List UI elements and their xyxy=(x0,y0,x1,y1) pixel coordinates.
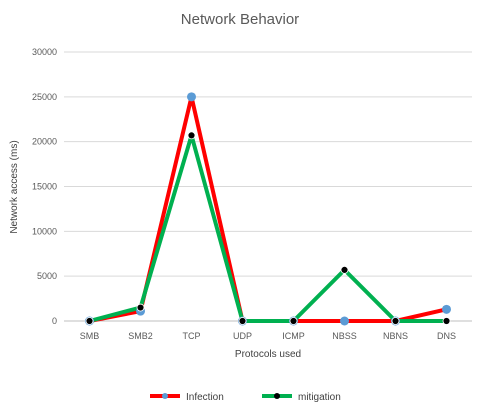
data-point-mitigation xyxy=(85,317,94,325)
x-tick-label: TCP xyxy=(183,331,201,341)
y-tick-label: 20000 xyxy=(32,137,57,147)
series-line-infection xyxy=(87,94,449,323)
data-point-infection xyxy=(442,304,451,314)
data-point-mitigation xyxy=(136,303,145,312)
series-layer xyxy=(85,92,451,326)
legend-marker-infection xyxy=(162,393,168,399)
data-point-mitigation xyxy=(238,317,247,325)
chart-title: Network Behavior xyxy=(181,11,299,28)
y-axis-title: Network access (ms) xyxy=(9,140,20,233)
y-tick-label: 0 xyxy=(52,316,57,326)
legend-marker-mitigation xyxy=(274,393,280,399)
x-axis-title: Protocols used xyxy=(235,349,301,360)
data-point-mitigation xyxy=(442,317,451,325)
x-tick-label: UDP xyxy=(233,331,252,341)
y-tick-label: 15000 xyxy=(32,182,57,192)
grid-layer xyxy=(64,51,472,322)
data-point-mitigation xyxy=(187,131,196,140)
x-tick-label: SMB2 xyxy=(128,331,153,341)
legend: Infection mitigation xyxy=(150,392,341,403)
x-tick-label: NBNS xyxy=(383,331,408,341)
x-tick-label: ICMP xyxy=(282,331,305,341)
y-tick-label: 5000 xyxy=(37,271,57,281)
data-point-mitigation xyxy=(340,265,349,274)
legend-label-infection: Infection xyxy=(186,392,224,403)
y-tick-label: 30000 xyxy=(32,47,57,57)
data-point-infection xyxy=(340,316,349,326)
data-point-mitigation xyxy=(391,317,400,325)
y-tick-label: 10000 xyxy=(32,226,57,236)
x-tick-label: NBSS xyxy=(332,331,357,341)
legend-label-mitigation: mitigation xyxy=(298,392,341,403)
y-tick-labels: 0 5000 10000 15000 20000 25000 30000 xyxy=(32,47,57,326)
x-tick-labels: SMB SMB2 TCP UDP ICMP NBSS NBNS DNS xyxy=(80,331,456,341)
series-line-mitigation xyxy=(87,133,449,323)
data-point-mitigation xyxy=(289,317,298,325)
x-tick-label: SMB xyxy=(80,331,100,341)
x-tick-label: DNS xyxy=(437,331,456,341)
data-point-infection xyxy=(187,92,196,102)
y-tick-label: 25000 xyxy=(32,92,57,102)
